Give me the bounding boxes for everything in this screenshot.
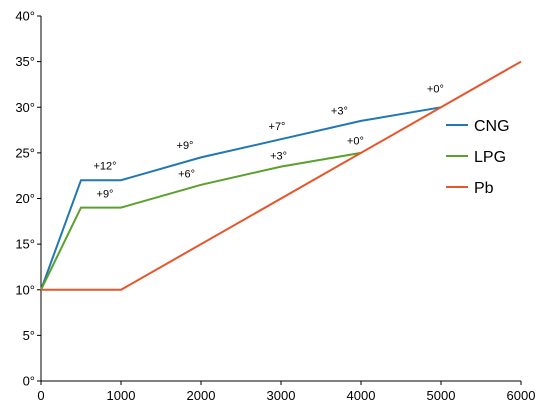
annotation-label: +3° (270, 150, 287, 162)
annotation-label: +3° (331, 106, 348, 118)
x-tick-label: 4000 (347, 388, 376, 403)
y-tick-label: 5° (23, 328, 35, 343)
series-line-cng (40, 106, 442, 291)
series-line-lpg (40, 151, 362, 291)
annotation-label: +0° (427, 84, 444, 96)
y-tick-label: 20° (15, 191, 35, 206)
y-tick-label: 0° (23, 374, 35, 389)
legend-label-cng: CNG (474, 118, 510, 135)
y-tick-label: 35° (15, 54, 35, 69)
y-tick-label: 25° (15, 145, 35, 160)
y-tick-label: 40° (15, 9, 35, 24)
x-tick-label: 1000 (107, 388, 136, 403)
y-tick-labels: 0° 5° 10° 15° 20° 25° 30° 35° 40° (15, 9, 41, 389)
x-tick-labels: 0 1000 2000 3000 4000 5000 6000 (37, 381, 535, 403)
x-tick-label: 2000 (187, 388, 216, 403)
x-tick-label: 6000 (507, 388, 536, 403)
x-tick-label: 5000 (427, 388, 456, 403)
y-tick-label: 15° (15, 237, 35, 252)
annotation-label: +7° (269, 121, 286, 133)
annotations: +12° +9° +9° +6° +7° +3° +3° +0° +0° (93, 84, 443, 201)
annotation-label: +12° (93, 160, 116, 172)
y-tick-label: 10° (15, 282, 35, 297)
series-lines (40, 60, 522, 291)
annotation-label: +9° (177, 140, 194, 152)
annotation-label: +9° (97, 189, 114, 201)
legend-label-pb: Pb (474, 180, 494, 197)
x-tick-label: 0 (37, 388, 44, 403)
annotation-label: +0° (347, 136, 364, 148)
series-line-pb (41, 60, 522, 291)
annotation-label: +6° (178, 169, 195, 181)
x-tick-label: 3000 (267, 388, 296, 403)
legend-label-lpg: LPG (474, 149, 506, 166)
y-tick-label: 30° (15, 100, 35, 115)
legend: CNG LPG Pb (446, 118, 510, 197)
